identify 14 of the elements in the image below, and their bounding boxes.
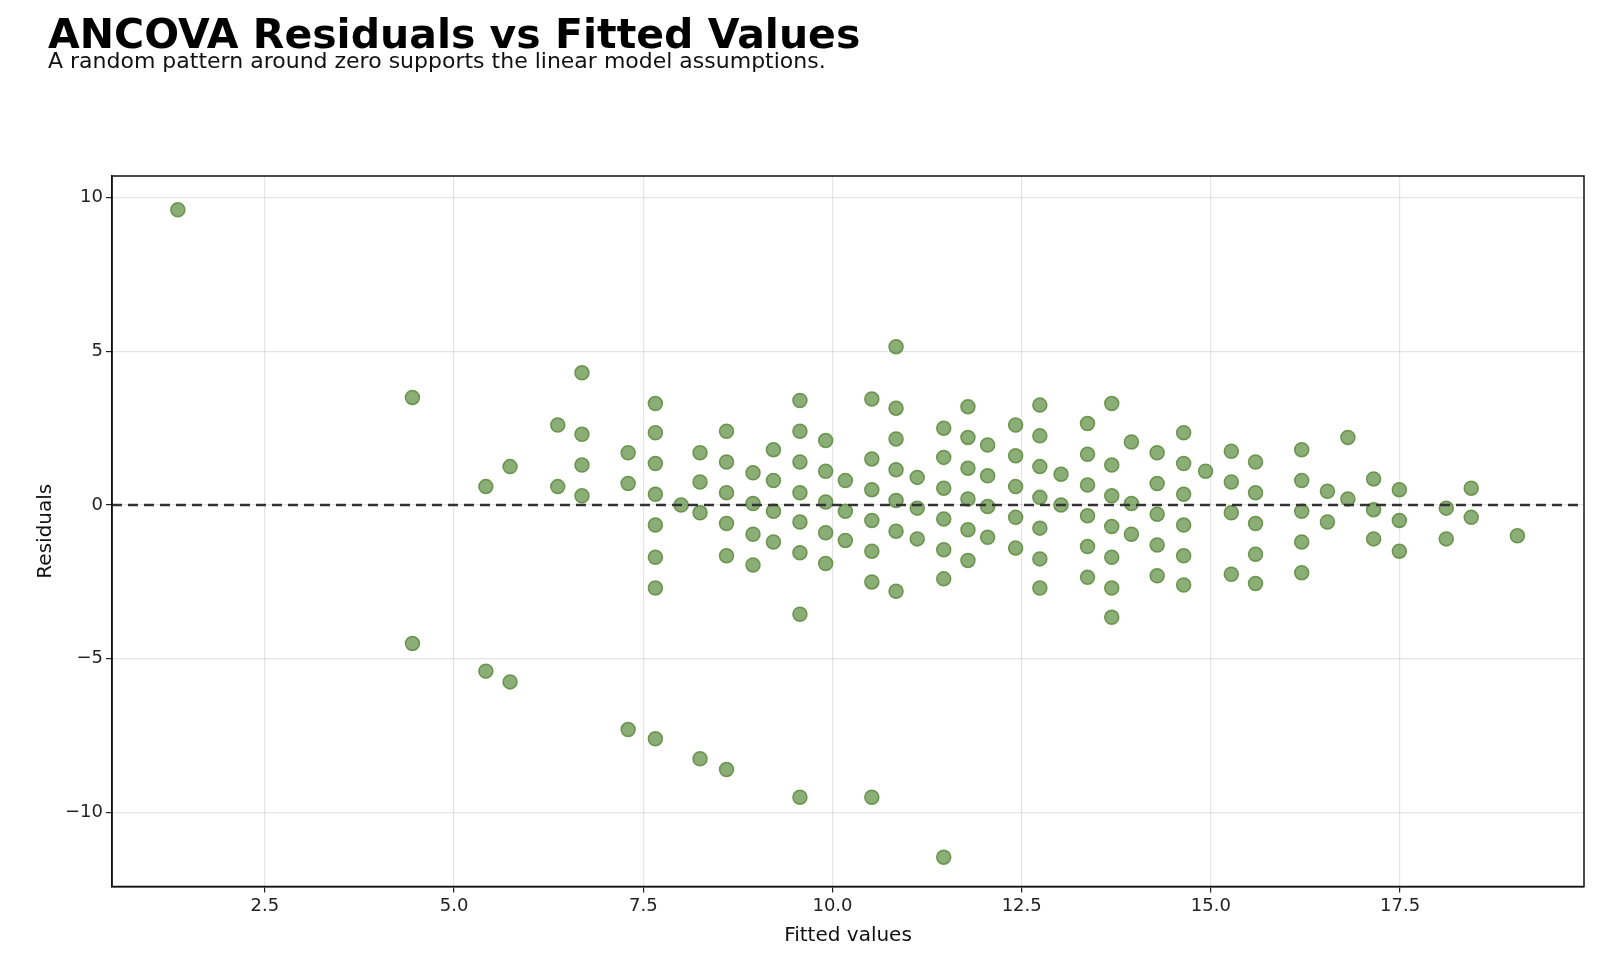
y-tick-label: −5 (76, 646, 103, 668)
y-tick-label: 10 (80, 185, 103, 207)
y-tick-label: 0 (91, 492, 103, 514)
y-tick-label: 5 (91, 338, 103, 360)
y-tick-label: −10 (64, 800, 103, 822)
x-tick-label: 10.0 (812, 893, 853, 915)
x-tick-label: 2.5 (250, 893, 280, 915)
x-tick-label: 17.5 (1380, 893, 1421, 915)
x-tick-label: 12.5 (1001, 893, 1042, 915)
x-tick-label: 15.0 (1190, 893, 1231, 915)
y-axis-title: Residuals (32, 483, 57, 579)
x-tick-label: 5.0 (439, 893, 469, 915)
x-tick-label: 7.5 (628, 893, 658, 915)
x-axis-title: Fitted values (784, 922, 912, 947)
